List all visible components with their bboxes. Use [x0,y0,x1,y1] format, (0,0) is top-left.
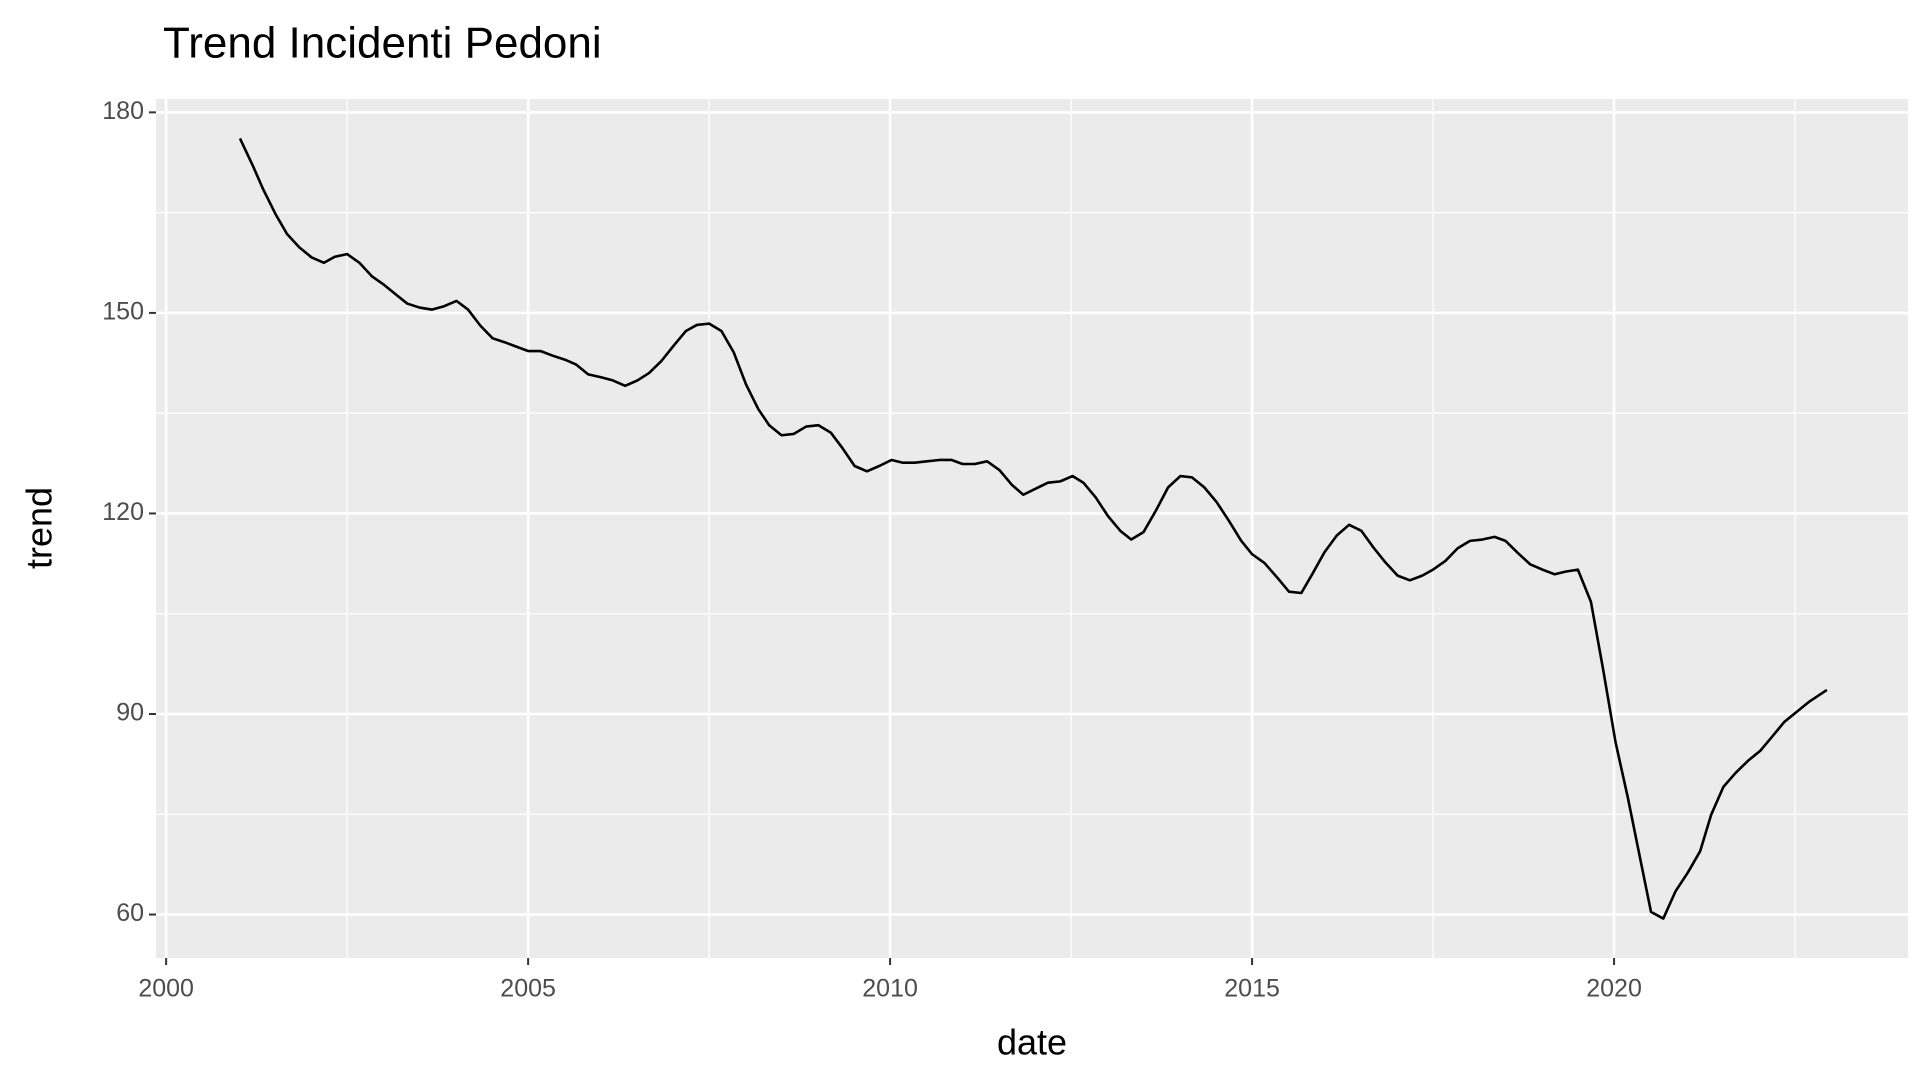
x-tick-label: 2020 [1586,975,1642,1003]
line-series [238,137,1828,920]
y-tick-label: 180 [102,97,144,125]
x-tick-label: 2010 [862,975,918,1003]
y-tick-label: 60 [116,899,144,927]
x-axis-title: date [997,1022,1067,1063]
y-tick-label: 150 [102,298,144,326]
y-axis-title: trend [19,487,60,569]
plot-panel [156,99,1908,958]
chart-title: Trend Incidenti Pedoni [163,19,602,68]
x-tick-label: 2005 [500,975,556,1003]
x-tick-label: 2015 [1224,975,1280,1003]
x-tick-label: 2000 [138,975,194,1003]
y-tick-label: 90 [116,699,144,727]
y-tick-label: 120 [102,498,144,526]
